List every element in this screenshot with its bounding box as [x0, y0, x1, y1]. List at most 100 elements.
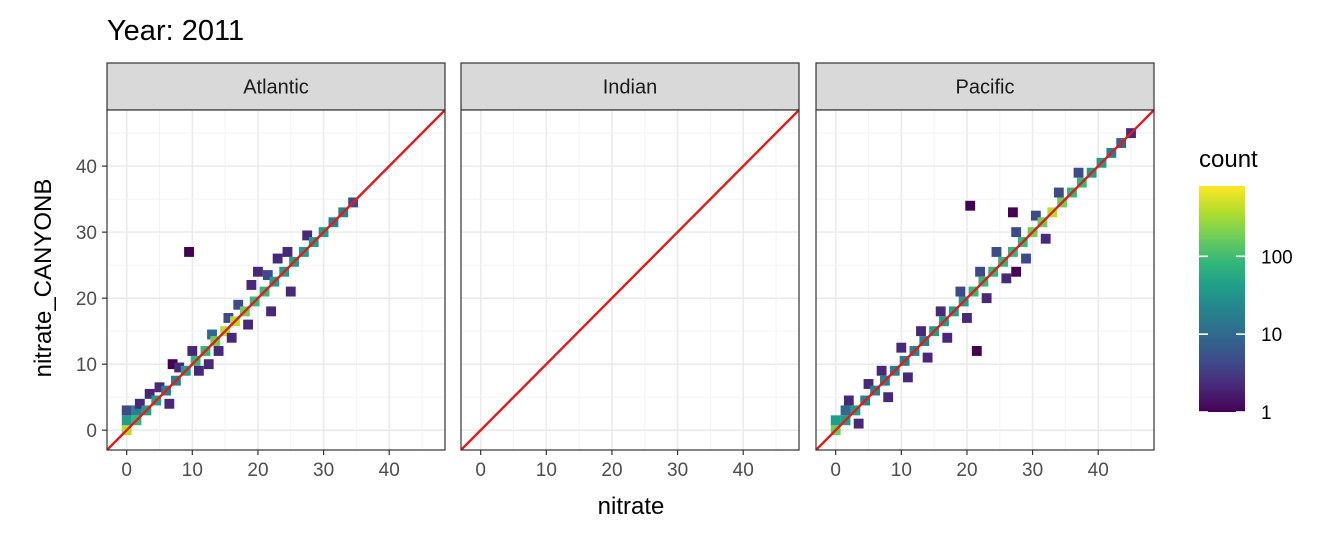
heatmap-bin — [955, 286, 966, 297]
heatmap-bin — [1001, 273, 1012, 284]
facet-strip — [815, 62, 1155, 111]
facet-strip-label: Indian — [603, 77, 658, 99]
x-tick-label: 0 — [121, 460, 132, 481]
color-legend: count 1 10 100 — [1199, 146, 1293, 424]
heatmap-bin — [981, 293, 992, 304]
facet-panel-atlantic: Atlantic 0 10 20 30 40 0 10 20 30 40 — [76, 62, 446, 481]
heatmap-bin — [1011, 266, 1022, 277]
heatmap-bin — [203, 359, 214, 370]
x-tick-label: 0 — [830, 460, 841, 481]
facet-strip-label: Pacific — [956, 77, 1015, 99]
facet-strip — [460, 62, 800, 111]
facet-strip-label: Atlantic — [243, 77, 309, 99]
x-tick-label: 20 — [956, 460, 977, 481]
x-tick-label: 30 — [667, 460, 688, 481]
x-tick-label: 30 — [1022, 460, 1043, 481]
heatmap-bin — [1007, 207, 1018, 218]
y-tick-label: 0 — [86, 421, 97, 442]
x-tick-label: 40 — [1088, 460, 1109, 481]
legend-colorbar — [1199, 186, 1245, 412]
legend-break-label: 1 — [1261, 403, 1272, 424]
heatmap-bin — [253, 266, 263, 277]
heatmap-bin — [266, 306, 276, 317]
heatmap-bin — [154, 382, 165, 393]
x-tick-label: 30 — [313, 460, 334, 481]
heatmap-bin — [302, 230, 313, 241]
heatmap-bin — [193, 365, 204, 376]
panel-grid — [461, 110, 799, 450]
y-tick-label: 20 — [76, 289, 97, 310]
heatmap-bin — [134, 398, 145, 409]
heatmap-bin — [285, 286, 296, 297]
facet-panels: Atlantic 0 10 20 30 40 0 10 20 30 40 Indian 0 10 20 30 4… — [76, 62, 1155, 481]
heatmap-bin — [282, 246, 293, 257]
heatmap-bin — [167, 359, 178, 370]
heatmap-bin — [1021, 253, 1031, 264]
x-tick-label: 10 — [891, 460, 912, 481]
heatmap-bin — [1040, 233, 1051, 244]
heatmap-bin — [902, 372, 913, 383]
heatmap-bin — [184, 246, 194, 257]
identity-line — [461, 110, 799, 450]
heatmap-bin — [965, 200, 976, 211]
legend-break-label: 10 — [1261, 325, 1282, 346]
heatmap-bin — [164, 398, 175, 409]
heatmap-bin — [233, 299, 244, 310]
heatmap-bin — [187, 346, 198, 356]
y-axis-title: nitrate_CANYONB — [30, 179, 57, 378]
legend-title: count — [1199, 146, 1258, 173]
x-tick-label: 20 — [247, 460, 268, 481]
heatmap-bin — [876, 365, 887, 376]
heatmap-bin — [962, 313, 972, 323]
y-tick-label: 40 — [76, 157, 97, 178]
heatmap-bin — [830, 415, 841, 426]
heatmap-bin — [121, 415, 132, 426]
heatmap-bin — [131, 405, 142, 416]
panel-border — [460, 109, 800, 451]
x-tick-label: 40 — [379, 460, 400, 481]
identity-line — [816, 110, 1154, 450]
heatmap-bin — [942, 332, 953, 343]
heatmap-bin — [223, 313, 234, 323]
y-tick-label: 10 — [76, 355, 97, 376]
heatmap-bin — [853, 418, 864, 429]
heatmap-bin — [207, 329, 217, 340]
heatmap-bin — [1030, 210, 1041, 221]
legend-break-label: 100 — [1261, 247, 1293, 268]
heatmap-bin — [971, 346, 982, 356]
y-tick-label: 30 — [76, 223, 97, 244]
x-tick-label: 40 — [733, 460, 754, 481]
heatmap-bin — [843, 395, 854, 406]
heatmap-bin — [1053, 187, 1064, 198]
facet-panel-pacific: Pacific 0 10 20 30 40 — [815, 62, 1155, 481]
facet-panel-indian: Indian 0 10 20 30 40 — [460, 62, 800, 481]
heatmap-bin — [246, 280, 257, 290]
heatmap-bin — [1011, 227, 1022, 238]
x-axis-title: nitrate — [598, 493, 665, 520]
x-tick-label: 10 — [182, 460, 203, 481]
heatmap-bin — [1073, 167, 1084, 178]
heatmap-bin — [922, 352, 933, 363]
heatmap-bin — [272, 253, 283, 264]
heatmap-bin — [121, 405, 132, 416]
facet-strip — [106, 62, 446, 111]
heatmap-bin — [883, 392, 894, 403]
chart-title: Year: 2011 — [107, 15, 244, 47]
heatmap-bin — [243, 319, 254, 330]
identity-line — [107, 110, 445, 450]
panel-border — [106, 109, 446, 451]
heatmap-bin — [991, 246, 1002, 257]
heatmap-bin — [213, 346, 224, 356]
heatmap-bin — [896, 342, 907, 353]
heatmap-bin — [840, 405, 851, 416]
heatmap-bin — [916, 326, 926, 337]
x-tick-label: 0 — [475, 460, 486, 481]
heatmap-bin — [935, 306, 946, 317]
panel-border — [815, 109, 1155, 451]
heatmap-bin — [226, 332, 237, 343]
panel-grid — [107, 110, 445, 450]
heatmap-bin — [975, 266, 985, 277]
heatmap-bin — [144, 388, 155, 399]
heatmap-bin — [174, 362, 185, 373]
